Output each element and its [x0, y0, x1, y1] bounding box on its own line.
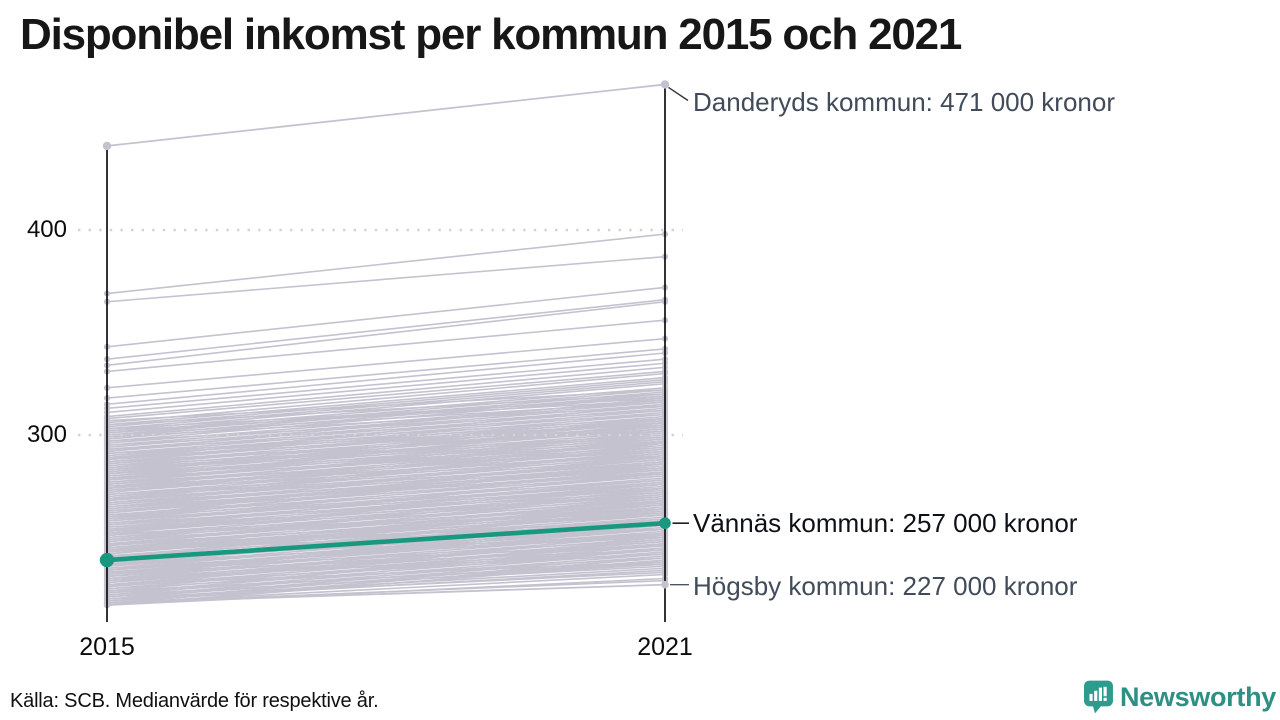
y-tick-label-400: 400: [26, 216, 67, 243]
x-tick-label-2015: 2015: [79, 633, 135, 661]
newsworthy-logo[interactable]: Newsworthy: [1084, 676, 1276, 718]
annotation-danderyd: Danderyds kommun: 471 000 kronor: [693, 87, 1116, 117]
x-tick-label-2021: 2021: [637, 633, 693, 661]
chart-title: Disponibel inkomst per kommun 2015 och 2…: [20, 10, 962, 59]
annotation-hogsby: Högsby kommun: 227 000 kronor: [693, 571, 1078, 601]
newsworthy-logo-text: Newsworthy: [1119, 681, 1276, 712]
y-tick-label-300: 300: [26, 421, 67, 448]
source-note: Källa: SCB. Medianvärde för respektive å…: [10, 690, 379, 712]
newsworthy-logo-icon: [1084, 680, 1113, 714]
annotation-vannas: Vännäs kommun: 257 000 kronor: [693, 508, 1078, 538]
